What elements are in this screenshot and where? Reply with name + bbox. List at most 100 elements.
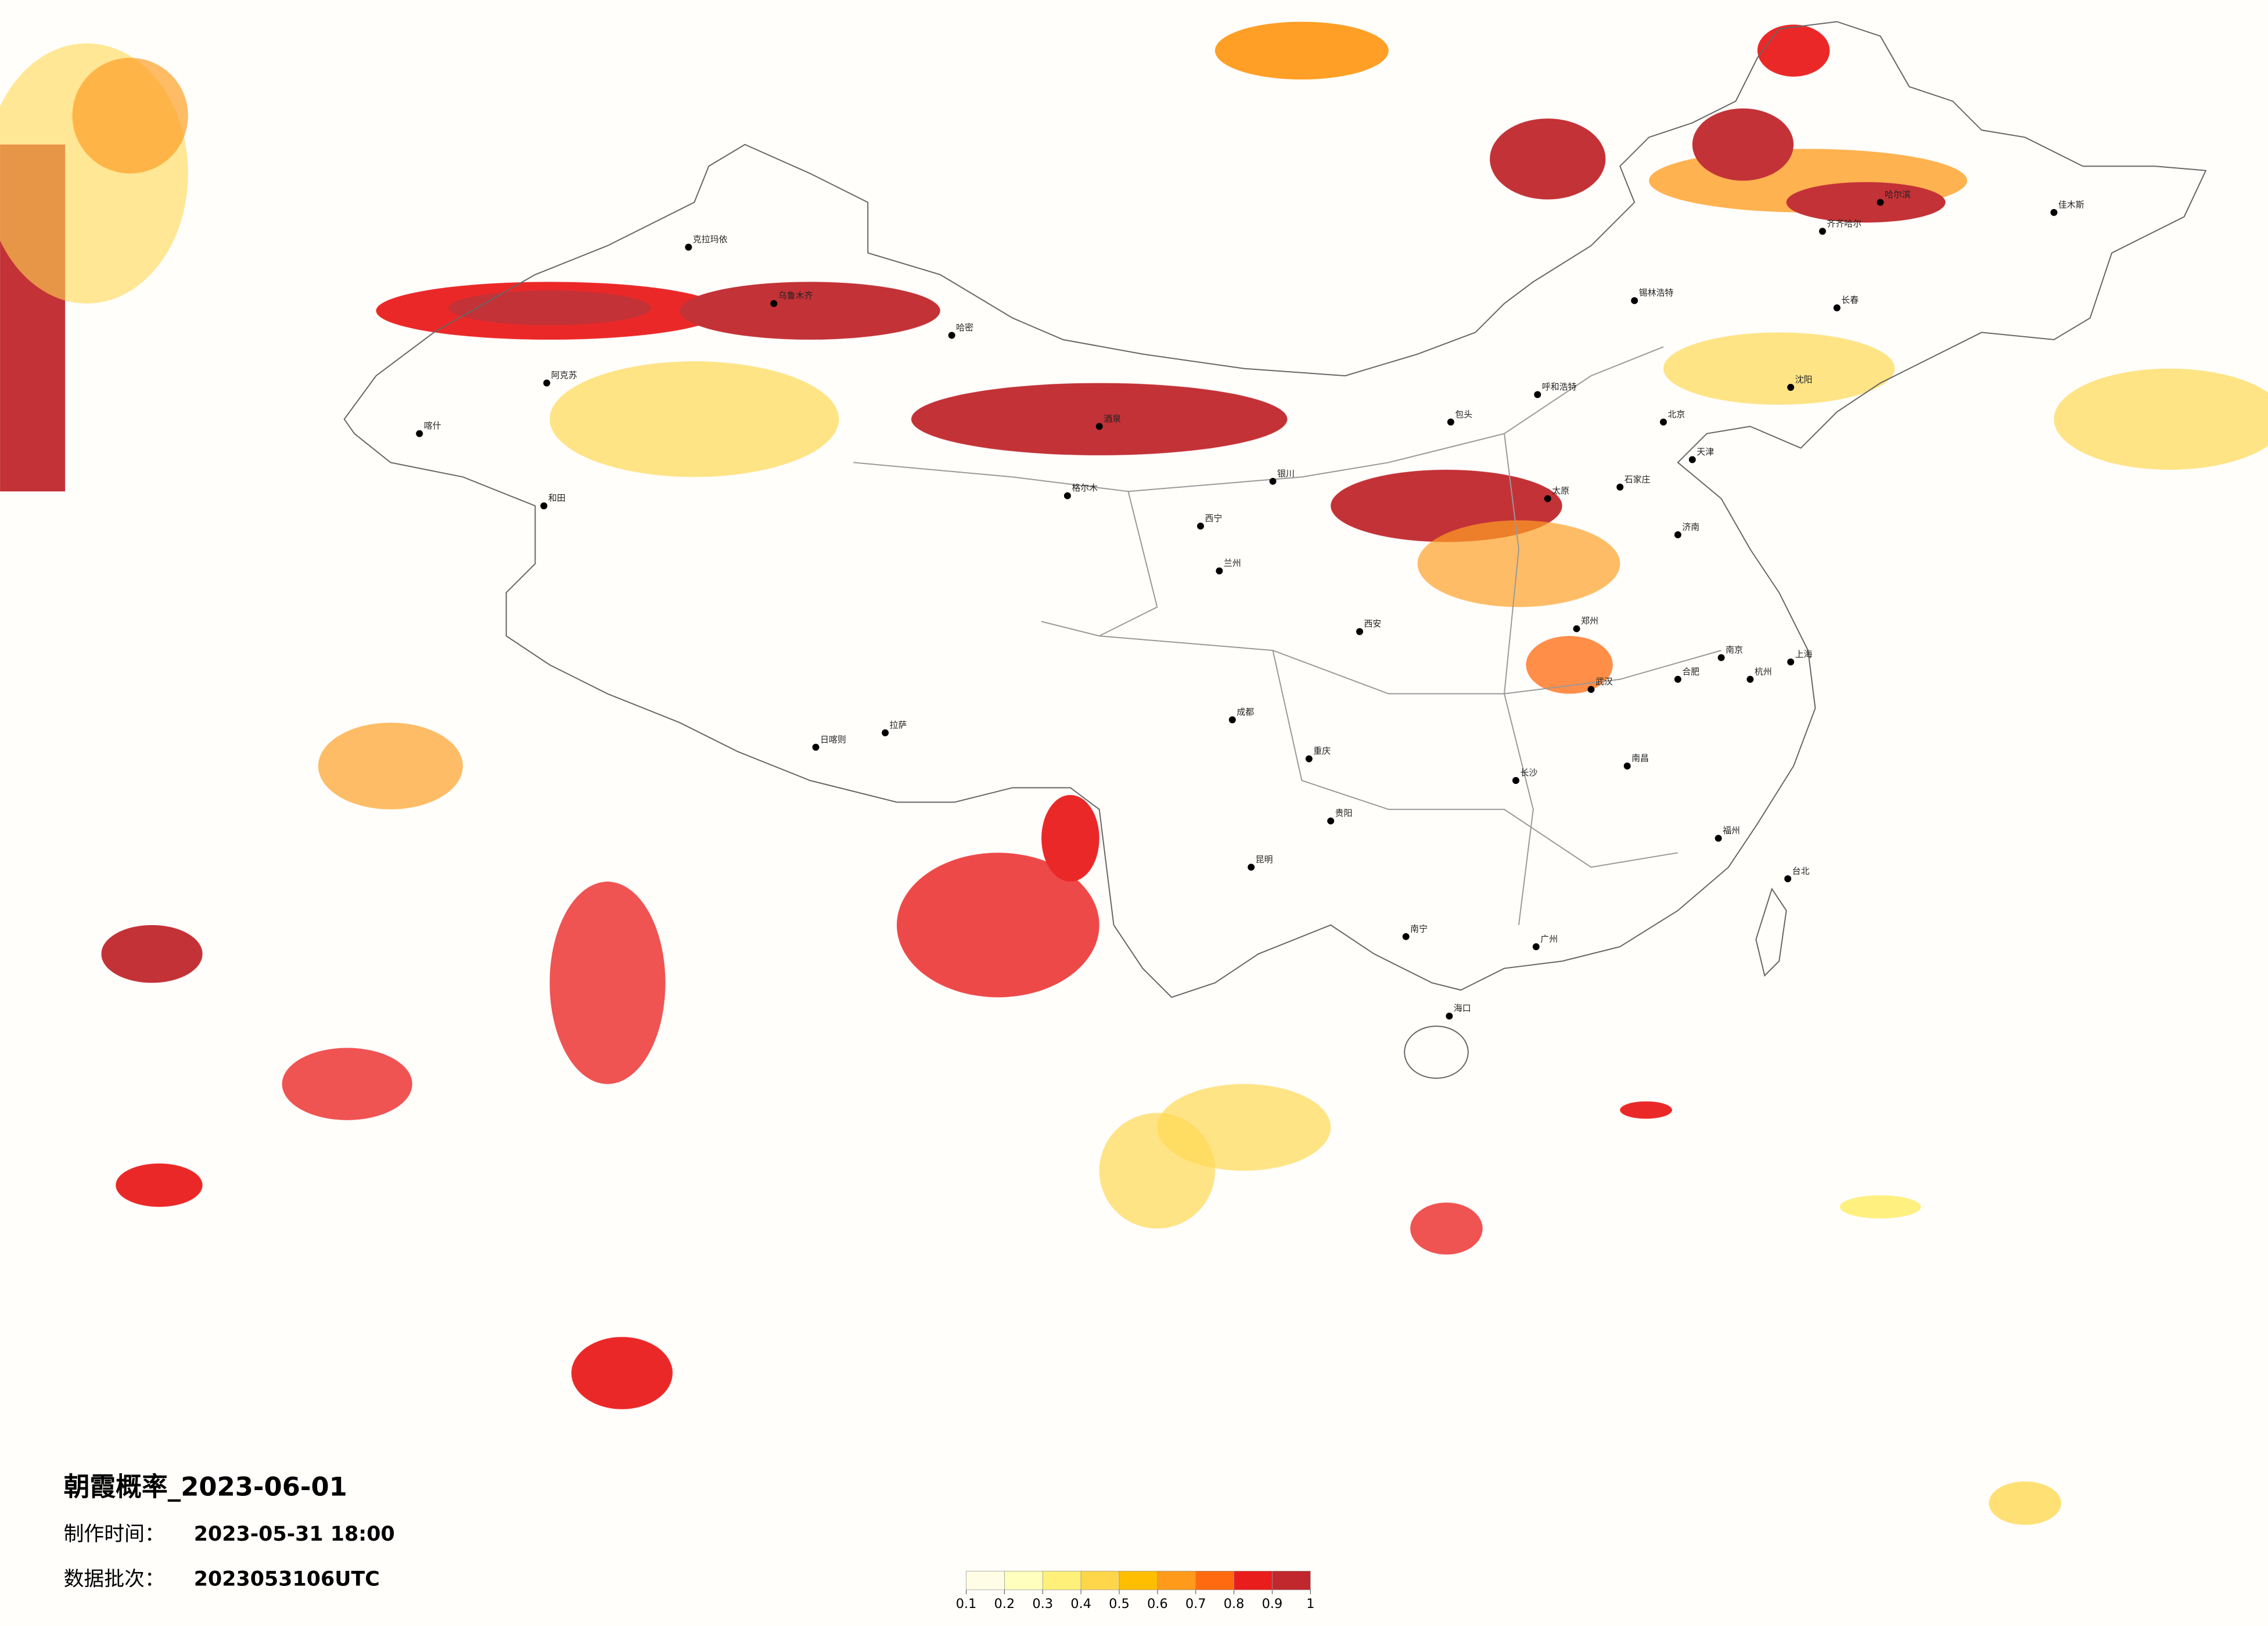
city-label: 福州 (1723, 825, 1740, 836)
city-dot (540, 502, 548, 510)
city-label: 包头 (1455, 409, 1472, 419)
hainan-outline (1404, 1026, 1469, 1079)
city-label: 长沙 (1520, 768, 1537, 778)
colorbar: 0.1 0.2 0.3 0.4 0.5 0.6 0.7 0.8 0.9 1 (956, 1571, 1314, 1611)
city-dot (1532, 943, 1540, 951)
city-dot (1512, 777, 1519, 784)
city-label: 阿克苏 (551, 370, 577, 380)
blob (1786, 182, 1946, 223)
made-label: 制作时间： (64, 1523, 165, 1546)
city-label: 兰州 (1224, 558, 1241, 569)
blob (72, 57, 188, 174)
taiwan-outline (1755, 887, 1787, 977)
blob (282, 1048, 412, 1120)
city-label: 日喀则 (820, 734, 846, 744)
colorbar-tick-label: 0.2 (994, 1596, 1015, 1611)
city-label: 上海 (1795, 649, 1813, 659)
province-border (1504, 433, 1534, 926)
blob (571, 1337, 673, 1409)
blob (1526, 636, 1613, 694)
blob (1214, 21, 1389, 80)
city-label: 克拉玛依 (693, 234, 728, 244)
colorbar-swatch (1042, 1571, 1081, 1591)
city-dot (1787, 658, 1795, 665)
city-label: 喀什 (424, 420, 441, 431)
city-dot (416, 430, 423, 437)
city-dot (1228, 716, 1236, 724)
city-dot (1095, 423, 1103, 430)
city-dot (1063, 492, 1071, 499)
city-dot (948, 332, 955, 339)
blob (897, 852, 1099, 998)
colorbar-swatch (1119, 1571, 1158, 1591)
colorbar-tick-label: 0.6 (1147, 1596, 1168, 1611)
colorbar-tick-label: 0.3 (1033, 1596, 1054, 1611)
city-dot (1446, 1012, 1453, 1020)
colorbar-tick-label: 0.9 (1262, 1596, 1283, 1611)
city-dot (1715, 834, 1722, 842)
city-label: 沈阳 (1795, 375, 1813, 385)
city-label: 台北 (1792, 866, 1810, 876)
blob (1663, 332, 1895, 405)
blob (1620, 1101, 1672, 1119)
blob (1692, 108, 1794, 181)
colorbar-tick-label: 1 (1306, 1596, 1314, 1611)
city-label: 重庆 (1313, 746, 1331, 756)
city-label: 南昌 (1631, 753, 1649, 764)
city-label: 石家庄 (1624, 474, 1651, 484)
city-label: 海口 (1454, 1003, 1471, 1013)
city-label: 哈尔滨 (1885, 189, 1911, 200)
city-dot (1544, 495, 1551, 502)
blob (1490, 118, 1606, 200)
city-label: 哈密 (956, 322, 973, 333)
city-label: 银川 (1277, 468, 1295, 479)
blob (1041, 794, 1099, 882)
city-dot (1248, 864, 1255, 871)
city-label: 合肥 (1682, 666, 1699, 677)
city-dot (1717, 654, 1725, 661)
city-dot (1587, 686, 1595, 693)
colorbar-tick-label: 0.4 (1070, 1596, 1091, 1611)
colorbar-tick-label: 0.5 (1109, 1596, 1130, 1611)
city-dot (1534, 391, 1541, 398)
city-label: 拉萨 (890, 720, 907, 730)
colorbar-swatch (1272, 1571, 1311, 1591)
city-dot (1631, 297, 1638, 304)
city-label: 西安 (1364, 618, 1381, 629)
city-label: 乌鲁木齐 (778, 290, 813, 301)
city-label: 北京 (1667, 409, 1685, 419)
city-label: 和田 (548, 493, 566, 503)
colorbar-swatch (1157, 1571, 1196, 1591)
city-dot (685, 243, 692, 251)
city-dot (1833, 304, 1841, 312)
city-dot (1216, 567, 1223, 575)
city-label: 杭州 (1755, 666, 1772, 677)
city-label: 武汉 (1595, 677, 1613, 687)
batch: 2023053106UTC (194, 1567, 380, 1591)
city-label: 天津 (1696, 447, 1714, 457)
city-label: 西宁 (1205, 513, 1223, 524)
batch-label: 数据批次： (64, 1567, 165, 1591)
city-dot (770, 300, 778, 307)
city-dot (1356, 628, 1363, 635)
blob (1989, 1481, 2061, 1525)
city-label: 成都 (1237, 707, 1254, 717)
province-border (1099, 635, 1721, 695)
blob (549, 361, 839, 477)
city-dot (1746, 675, 1754, 683)
city-dot (1447, 418, 1454, 426)
city-dot (1305, 755, 1313, 762)
city-dot (882, 729, 889, 736)
colorbar-swatch (1195, 1571, 1234, 1591)
city-label: 佳木斯 (2058, 199, 2084, 210)
city-dot (1623, 762, 1631, 770)
city-dot (1674, 531, 1681, 538)
city-label: 南京 (1726, 645, 1743, 655)
city-dot (543, 379, 551, 387)
colorbar-tick-label: 0.8 (1224, 1596, 1245, 1611)
colorbar-tick-label: 0.1 (956, 1596, 977, 1611)
title: 朝霞概率_2023-06-01 (64, 1472, 347, 1502)
